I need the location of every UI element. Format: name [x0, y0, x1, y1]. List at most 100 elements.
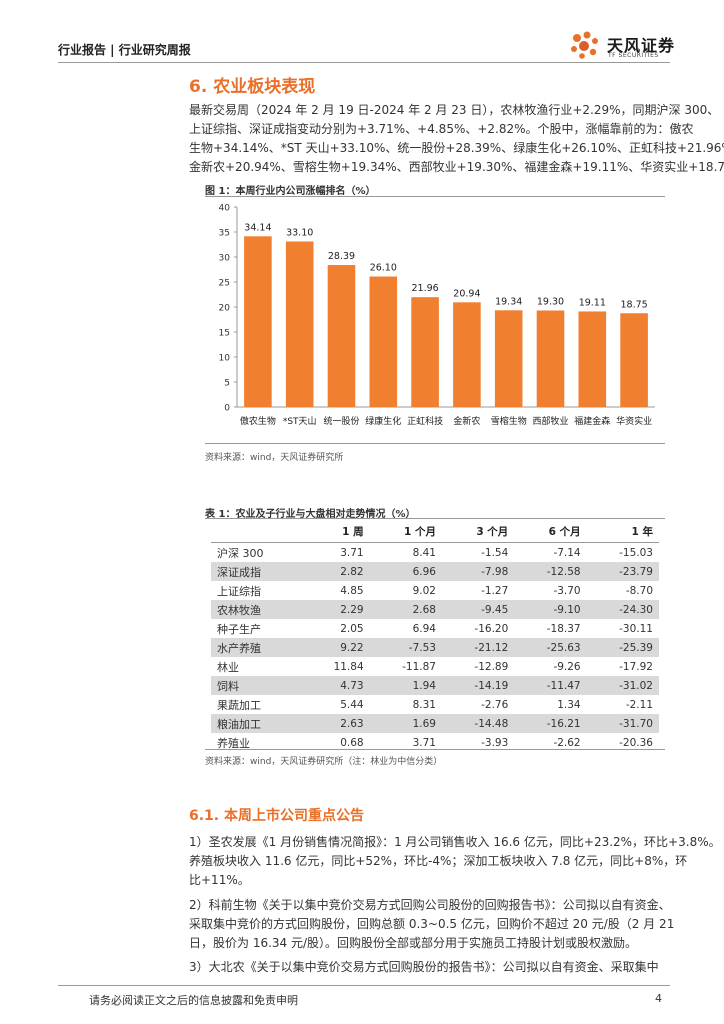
- table-row: 深证成指 2.82 6.96 -7.98 -12.58 -23.79: [211, 562, 659, 581]
- table-row: 果蔬加工 5.44 8.31 -2.76 1.34 -2.11: [211, 695, 659, 714]
- table-header-cell: 6 个月: [514, 520, 587, 543]
- value-cell: -11.87: [402, 660, 436, 673]
- company-logo: 天风证券 TF SECURITIES: [567, 30, 677, 62]
- announcement-line: 比+11%。: [189, 873, 250, 887]
- value-cell: -7.14: [553, 546, 581, 559]
- bar: [244, 236, 272, 407]
- value-cell: -7.53: [369, 638, 442, 657]
- bar-value-label: 19.34: [495, 296, 522, 307]
- value-cell: 0.68: [340, 736, 364, 749]
- value-cell: -14.19: [441, 676, 515, 695]
- value-cell: 4.73: [303, 676, 370, 695]
- value-cell: -9.10: [514, 600, 587, 619]
- value-cell: 2.68: [369, 600, 442, 619]
- figure-bottom-divider: [205, 443, 665, 444]
- intro-line-3: 生物+34.14%、*ST 天山+33.10%、统一股份+28.39%、绿康生化…: [189, 141, 724, 155]
- y-tick-label: 35: [219, 229, 230, 239]
- x-category-label: 雪榕生物: [491, 415, 527, 427]
- value-cell: -30.11: [619, 622, 653, 635]
- relative-performance-table: 1 周 1 个月 3 个月 6 个月 1 年 沪深 300 3.71 8.41 -1.…: [211, 520, 659, 752]
- table-bottom-divider: [205, 749, 665, 750]
- y-tick-label: 30: [219, 254, 231, 264]
- value-cell: 1.34: [557, 698, 581, 711]
- intro-line-2: 上证综指、深证成指变动分别为+3.71%、+4.85%、+2.82%。个股中，涨…: [189, 122, 694, 136]
- table-header-cell: 3 个月: [441, 520, 515, 543]
- y-tick-label: 0: [224, 404, 230, 414]
- row-label-cell: 农林牧渔: [211, 600, 304, 619]
- x-category-label: 福建金森: [574, 415, 610, 427]
- value-cell: -12.58: [514, 562, 587, 581]
- value-cell: 3.71: [412, 736, 436, 749]
- value-cell: 2.05: [340, 622, 364, 635]
- row-label-cell: 上证综指: [217, 584, 261, 598]
- value-cell: 9.02: [412, 584, 436, 597]
- value-cell: 6.96: [369, 562, 442, 581]
- table-row: 林业 11.84 -11.87 -12.89 -9.26 -17.92: [211, 657, 659, 676]
- announcement-line: 3）大北农《关于以集中竞价交易方式回购股份的报告书》：公司拟以自有资金、采取集中: [189, 960, 659, 974]
- x-category-label: 傲农生物: [240, 415, 276, 427]
- table-row: 水产养殖 9.22 -7.53 -21.12 -25.63 -25.39: [211, 638, 659, 657]
- x-category-label: 正虹科技: [407, 415, 443, 427]
- table-header-cell: 1 年: [586, 520, 659, 543]
- footer-divider: [58, 985, 670, 986]
- x-category-label: *ST天山: [283, 416, 317, 427]
- value-cell: -3.70: [553, 584, 581, 597]
- subsection-title: 6.1. 本周上市公司重点公告: [189, 808, 364, 824]
- value-cell: 4.85: [340, 584, 364, 597]
- footer-disclaimer: 请务必阅读正文之后的信息披露和免责申明: [89, 994, 298, 1007]
- logo-name-en: TF SECURITIES: [608, 52, 659, 59]
- figure-caption: 图 1：本周行业内公司涨幅排名（%）: [205, 186, 376, 197]
- value-cell: -21.12: [441, 638, 515, 657]
- x-category-label: 华资实业: [616, 415, 652, 427]
- row-label-cell: 粮油加工: [211, 714, 304, 733]
- value-cell: -25.39: [586, 638, 659, 657]
- table-caption-divider: [205, 518, 665, 519]
- table-header-row: 1 周 1 个月 3 个月 6 个月 1 年: [211, 520, 659, 543]
- header-divider: [58, 62, 670, 63]
- announcement-line: 1）圣农发展《1 月份销售情况简报》：1 月公司销售收入 16.6 亿元，同比+…: [189, 835, 721, 849]
- logo-mark-icon: [571, 31, 598, 59]
- bar: [411, 297, 439, 407]
- row-label-cell: 果蔬加工: [217, 698, 261, 712]
- value-cell: 3.71: [340, 546, 364, 559]
- value-cell: -24.30: [586, 600, 659, 619]
- value-cell: -31.02: [586, 676, 659, 695]
- table-row: 养殖业 0.68 3.71 -3.93 -2.62 -20.36: [211, 733, 659, 752]
- section-title: 6. 农业板块表现: [189, 77, 316, 97]
- y-tick-label: 5: [224, 379, 230, 389]
- row-label-cell: 林业: [217, 660, 239, 674]
- bar: [578, 311, 607, 407]
- table-header-cell: [211, 520, 304, 543]
- value-cell: -3.93: [481, 736, 509, 749]
- bar-value-label: 26.10: [370, 263, 397, 274]
- row-label-cell: 种子生产: [217, 622, 261, 636]
- value-cell: -16.21: [514, 714, 587, 733]
- value-cell: -2.11: [625, 698, 653, 711]
- value-cell: 1.69: [369, 714, 442, 733]
- value-cell: -2.76: [481, 698, 509, 711]
- bar-value-label: 21.96: [411, 283, 438, 294]
- bar-value-label: 28.39: [328, 251, 355, 262]
- value-cell: 11.84: [333, 660, 364, 673]
- x-category-label: 西部牧业: [532, 415, 568, 427]
- bar-value-label: 19.11: [579, 297, 606, 308]
- value-cell: -12.89: [474, 660, 509, 673]
- bar: [494, 310, 523, 407]
- y-tick-label: 40: [219, 204, 231, 214]
- bar: [327, 265, 356, 407]
- value-cell: 2.63: [303, 714, 370, 733]
- value-cell: -23.79: [586, 562, 659, 581]
- y-tick-label: 25: [219, 279, 230, 289]
- logo-name-cn: 天风证券: [607, 36, 676, 55]
- value-cell: 1.94: [369, 676, 442, 695]
- bar-value-label: 34.14: [244, 222, 271, 233]
- table-header-cell: 1 周: [303, 520, 370, 543]
- table-row: 饲料 4.73 1.94 -14.19 -11.47 -31.02: [211, 676, 659, 695]
- bar: [453, 302, 481, 407]
- announcement-line: 养殖板块收入 11.6 亿元，同比+52%，环比-4%；深加工板块收入 7.8 …: [189, 854, 688, 868]
- bar-value-label: 19.30: [537, 297, 564, 308]
- value-cell: 2.29: [303, 600, 370, 619]
- value-cell: -7.98: [441, 562, 515, 581]
- value-cell: -16.20: [474, 622, 509, 635]
- row-label-cell: 饲料: [211, 676, 304, 695]
